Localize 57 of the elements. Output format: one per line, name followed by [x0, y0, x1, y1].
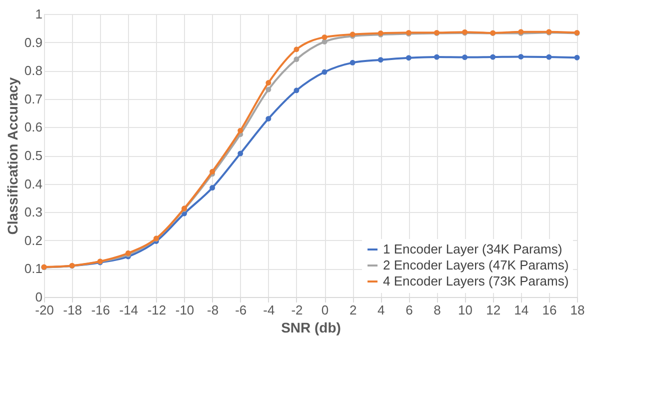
- x-tick-label: 16: [542, 302, 557, 318]
- point: [210, 185, 216, 190]
- x-tick-label: 12: [486, 302, 501, 318]
- point: [294, 56, 300, 62]
- x-tick-label: 8: [434, 302, 441, 318]
- point: [574, 54, 580, 60]
- x-tick-label: 18: [570, 302, 585, 318]
- x-tick-label: 0: [321, 302, 329, 318]
- point: [294, 88, 300, 94]
- point: [266, 116, 272, 122]
- point: [322, 34, 328, 40]
- x-axis-title: SNR (db): [281, 320, 341, 336]
- y-tick-label: 0.6: [24, 120, 42, 135]
- x-tick-label: -2: [291, 302, 303, 318]
- x-tick-label: 4: [378, 302, 385, 318]
- legend-label: 4 Encoder Layers (73K Params): [383, 274, 569, 288]
- y-tick-label: 0: [35, 290, 42, 304]
- point: [294, 46, 300, 52]
- x-tick-label: 14: [514, 302, 529, 318]
- point: [322, 69, 328, 75]
- point: [266, 86, 272, 92]
- x-tick-label: -4: [263, 302, 275, 318]
- point: [406, 55, 412, 61]
- x-tick-label: 6: [406, 302, 413, 318]
- point: [518, 54, 524, 60]
- y-tick-label: 0.9: [24, 34, 42, 50]
- y-tick-label: 0.7: [24, 91, 42, 106]
- legend-label: 1 Encoder Layer (34K Params): [383, 242, 562, 256]
- legend-label: 2 Encoder Layers (47K Params): [383, 258, 569, 272]
- y-tick-label: 0.3: [24, 204, 42, 220]
- point: [210, 168, 216, 174]
- point: [462, 54, 468, 60]
- point: [350, 60, 356, 66]
- x-tick-label: -16: [91, 302, 110, 318]
- y-tick-label: 0.1: [24, 261, 42, 276]
- y-tick-label: 1: [35, 6, 42, 22]
- point: [434, 54, 440, 60]
- point: [546, 54, 552, 60]
- y-tick-label: 0.2: [24, 232, 42, 248]
- x-tick-label: 2: [349, 302, 357, 318]
- y-tick-label: 0.4: [24, 176, 42, 192]
- point: [490, 54, 496, 60]
- point: [238, 150, 244, 156]
- point: [266, 80, 272, 86]
- x-tick-label: -12: [147, 302, 166, 318]
- x-tick-label: -14: [119, 302, 138, 318]
- x-tick-label: 10: [458, 302, 473, 318]
- x-tick-label: -8: [207, 302, 219, 318]
- y-axis-title: Classification Accuracy: [4, 77, 20, 235]
- x-tick-label: -6: [235, 302, 247, 318]
- x-tick-label: -20: [35, 302, 54, 318]
- point: [378, 57, 384, 63]
- point: [238, 128, 244, 134]
- y-tick-label: 0.8: [24, 63, 42, 78]
- x-tick-label: -18: [63, 302, 82, 318]
- x-tick-label: -10: [175, 302, 194, 318]
- y-tick-label: 0.5: [24, 148, 42, 163]
